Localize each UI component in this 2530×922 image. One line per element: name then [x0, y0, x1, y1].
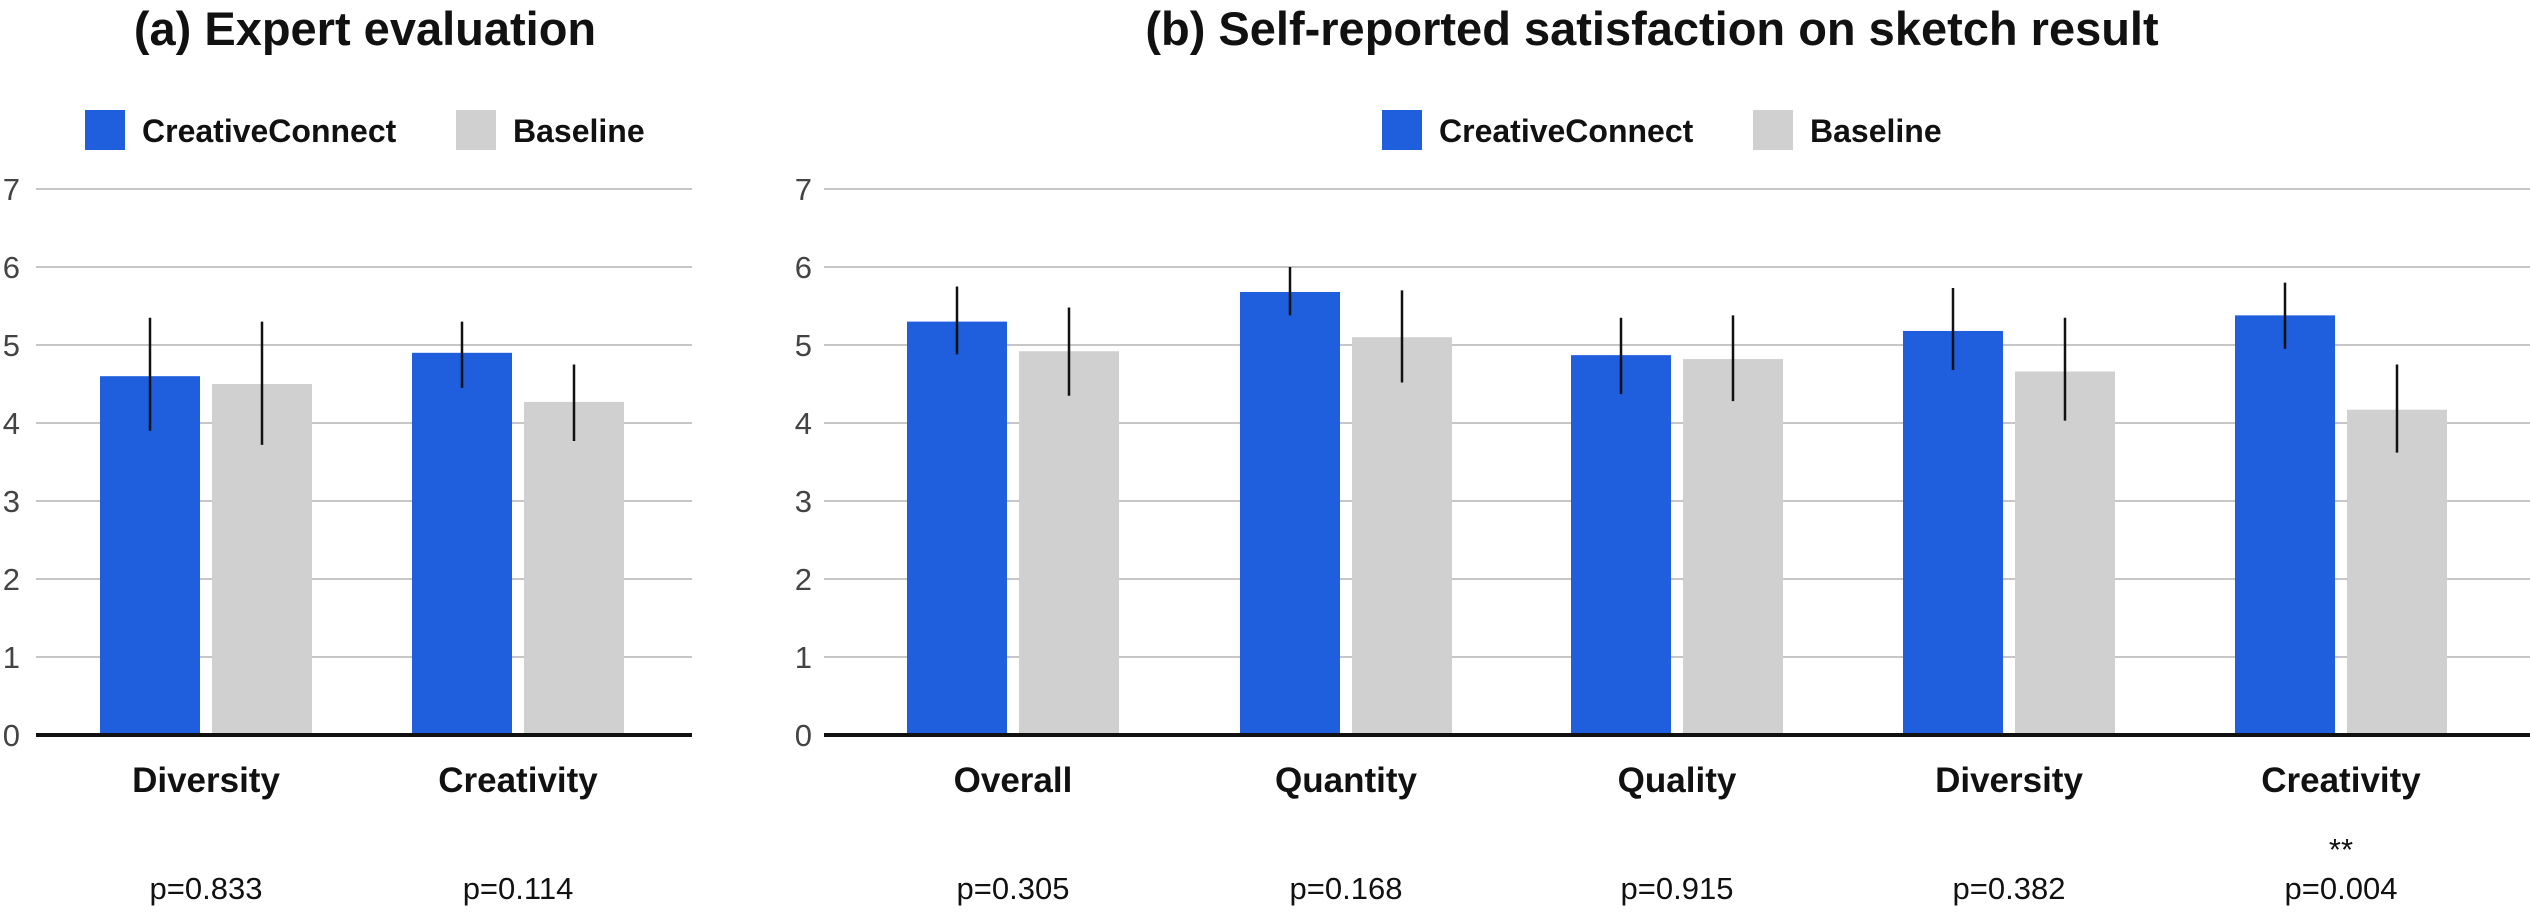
y-tick-label-1: 1: [795, 640, 812, 675]
bar-baseline-creativity: [524, 401, 624, 735]
chart-title: (b) Self-reported satisfaction on sketch…: [1145, 2, 2159, 55]
significance-marker-creativity: **: [2329, 832, 2353, 867]
p-value-quality: p=0.915: [1621, 871, 1734, 906]
y-tick-label-0: 0: [795, 718, 812, 753]
y-tick-label-7: 7: [795, 172, 812, 207]
y-tick-label-6: 6: [3, 250, 20, 285]
bar-creativeconnect-quantity: [1240, 291, 1340, 735]
p-value-quantity: p=0.168: [1290, 871, 1403, 906]
legend-label-creativeconnect: CreativeConnect: [1439, 113, 1694, 149]
y-tick-label-4: 4: [795, 406, 812, 441]
panel-self-reported-satisfaction: (b) Self-reported satisfaction on sketch…: [795, 2, 2530, 906]
x-category-label-creativity: Creativity: [438, 761, 598, 800]
legend-label-baseline: Baseline: [1810, 113, 1942, 149]
bar-creativeconnect-quality: [1571, 355, 1671, 735]
legend-label-baseline: Baseline: [513, 113, 645, 149]
bar-baseline-quality: [1683, 359, 1783, 735]
y-tick-label-3: 3: [3, 484, 20, 519]
bar-baseline-creativity: [2347, 409, 2447, 735]
p-value-creativity: p=0.004: [2285, 871, 2398, 906]
bar-creativeconnect-diversity: [1903, 330, 2003, 735]
x-category-label-diversity: Diversity: [132, 761, 280, 800]
legend-swatch-baseline: [1753, 110, 1793, 150]
legend-swatch-baseline: [456, 110, 496, 150]
bar-creativeconnect-creativity: [412, 352, 512, 735]
x-category-label-creativity: Creativity: [2261, 761, 2421, 800]
p-value-overall: p=0.305: [957, 871, 1070, 906]
legend-swatch-creativeconnect: [85, 110, 125, 150]
x-category-label-overall: Overall: [954, 761, 1073, 800]
p-value-creativity: p=0.114: [463, 871, 574, 906]
y-tick-label-2: 2: [3, 562, 20, 597]
panel-expert-evaluation: (a) Expert evaluation CreativeConnect Base…: [3, 2, 692, 906]
y-tick-label-3: 3: [795, 484, 812, 519]
x-category-label-quality: Quality: [1618, 761, 1737, 800]
bar-creativeconnect-diversity: [100, 376, 200, 735]
y-tick-label-5: 5: [795, 328, 812, 363]
bar-baseline-overall: [1019, 351, 1119, 735]
y-tick-label-0: 0: [3, 718, 20, 753]
y-tick-label-7: 7: [3, 172, 20, 207]
bar-baseline-quantity: [1352, 337, 1452, 735]
legend-label-creativeconnect: CreativeConnect: [142, 113, 397, 149]
x-category-label-diversity: Diversity: [1935, 761, 2083, 800]
y-tick-label-6: 6: [795, 250, 812, 285]
y-tick-label-2: 2: [795, 562, 812, 597]
bar-creativeconnect-creativity: [2235, 315, 2335, 735]
x-category-label-quantity: Quantity: [1275, 761, 1417, 800]
y-tick-label-1: 1: [3, 640, 20, 675]
p-value-diversity: p=0.382: [1953, 871, 2066, 906]
y-tick-label-5: 5: [3, 328, 20, 363]
y-tick-label-4: 4: [3, 406, 20, 441]
legend-swatch-creativeconnect: [1382, 110, 1422, 150]
p-value-diversity: p=0.833: [150, 871, 263, 906]
chart-title: (a) Expert evaluation: [134, 2, 596, 55]
bar-creativeconnect-overall: [907, 321, 1007, 735]
bar-baseline-diversity: [2015, 371, 2115, 735]
